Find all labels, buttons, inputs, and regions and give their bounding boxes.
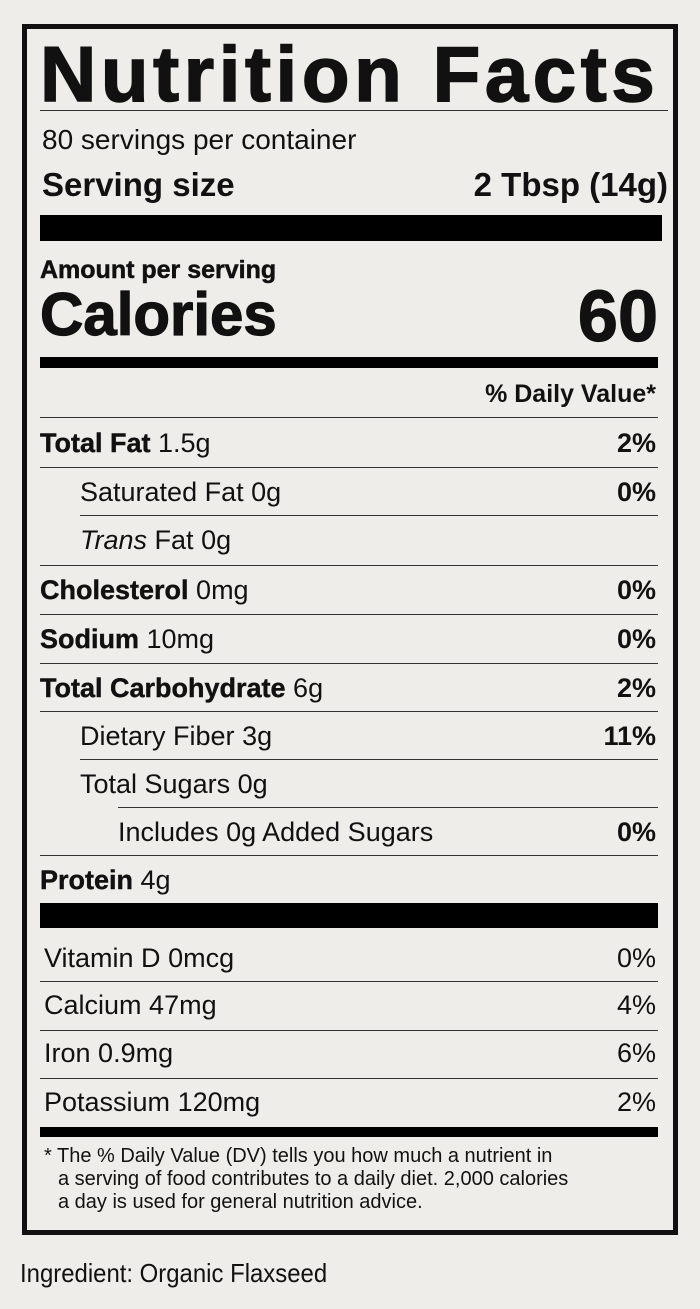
nutrient-amount: 4g [140, 865, 171, 895]
nutrient-name: Includes 0g Added Sugars [118, 817, 434, 847]
serving-size-label: Serving size [42, 166, 235, 203]
daily-value-footnote: * The % Daily Value (DV) tells you how m… [44, 1145, 664, 1214]
vitamin-dv: 2% [616, 1087, 656, 1117]
divider [118, 807, 658, 808]
nutrient-dv: 0% [616, 477, 656, 507]
nutrient-dv: 11% [603, 721, 656, 751]
divider [40, 855, 658, 856]
divider [80, 515, 658, 516]
serving-size-value: 2 Tbsp (14g) [473, 166, 668, 203]
vitamin-dv: 4% [616, 990, 656, 1020]
nutrient-name: Cholesterol [40, 575, 189, 605]
medium-divider [40, 1127, 658, 1137]
vitamin-row-vitamin-d: Vitamin D 0mcg 0% [0, 943, 700, 973]
divider [40, 711, 658, 712]
divider [40, 1078, 658, 1079]
nutrient-dv: 2% [616, 428, 656, 458]
divider [40, 417, 658, 418]
daily-value-header: % Daily Value* [485, 380, 656, 408]
nutrient-name: Sodium [40, 624, 139, 654]
nutrient-name: Total Carbohydrate [40, 673, 286, 703]
vitamin-row-calcium: Calcium 47mg 4% [0, 990, 700, 1020]
divider [80, 759, 658, 760]
thick-divider [40, 215, 662, 241]
calories-value: 60 [577, 276, 658, 357]
divider [40, 614, 658, 615]
medium-divider [40, 357, 658, 368]
vitamin-name: Calcium [44, 990, 142, 1020]
nutrient-name: Total Fat [40, 428, 151, 458]
divider [40, 110, 668, 111]
nutrient-row-total-sugars: Total Sugars 0g [0, 769, 700, 799]
divider [40, 467, 658, 468]
nutrient-row-dietary-fiber: Dietary Fiber 3g 11% [0, 721, 700, 751]
amount-per-serving: Amount per serving [40, 256, 277, 285]
nutrient-row-total-carbohydrate: Total Carbohydrate 6g 2% [0, 673, 700, 703]
divider [40, 565, 658, 566]
vitamin-amount: 0mcg [168, 943, 235, 973]
nutrient-amount: 1.5g [158, 428, 211, 458]
vitamin-dv: 0% [616, 943, 656, 973]
nutrient-row-total-fat: Total Fat 1.5g 2% [0, 428, 700, 458]
vitamin-row-iron: Iron 0.9mg 6% [0, 1038, 700, 1068]
nutrient-name-italic: Trans [80, 525, 148, 555]
nutrient-row-sodium: Sodium 10mg 0% [0, 624, 700, 654]
nutrient-name: Saturated Fat [80, 477, 244, 507]
nutrient-dv: 0% [616, 624, 656, 654]
vitamin-row-potassium: Potassium 120mg 2% [0, 1087, 700, 1117]
nutrient-row-cholesterol: Cholesterol 0mg 0% [0, 575, 700, 605]
nutrient-amount: 6g [293, 673, 324, 703]
nutrient-name: Dietary Fiber [80, 721, 235, 751]
nutrient-dv: 0% [616, 817, 656, 847]
vitamin-name: Vitamin D [44, 943, 161, 973]
nutrient-row-trans-fat: Trans Fat 0g [0, 525, 700, 555]
label-title: Nutrition Facts [39, 30, 660, 118]
nutrient-amount: 10mg [146, 624, 215, 654]
divider [40, 663, 658, 664]
vitamin-name: Iron [44, 1038, 91, 1068]
nutrient-name: Total Sugars [80, 769, 231, 799]
vitamin-dv: 6% [616, 1038, 656, 1068]
nutrient-row-saturated-fat: Saturated Fat 0g 0% [0, 477, 700, 507]
nutrient-amount: 0g [251, 477, 282, 507]
nutrition-label-border [22, 24, 678, 1235]
nutrient-amount: 0g [237, 769, 268, 799]
footnote-line: a serving of food contributes to a daily… [58, 1168, 569, 1190]
footnote-line: a day is used for general nutrition advi… [58, 1191, 423, 1213]
nutrient-amount: 0g [201, 525, 232, 555]
nutrient-row-protein: Protein 4g [0, 865, 700, 895]
vitamin-amount: 120mg [177, 1087, 261, 1117]
vitamin-amount: 0.9mg [98, 1038, 174, 1068]
nutrient-name: Fat [154, 525, 194, 555]
nutrient-dv: 0% [616, 575, 656, 605]
ingredients-text: Ingredient: Organic Flaxseed [20, 1258, 328, 1288]
nutrient-row-added-sugars: Includes 0g Added Sugars 0% [0, 817, 700, 847]
servings-per-container: 80 servings per container [42, 124, 357, 155]
vitamin-name: Potassium [44, 1087, 171, 1117]
divider [40, 1030, 658, 1031]
calories-label: Calories [39, 280, 277, 348]
nutrient-amount: 3g [242, 721, 273, 751]
divider [40, 981, 658, 982]
nutrient-name: Protein [40, 865, 134, 895]
footnote-line: * The % Daily Value (DV) tells you how m… [44, 1145, 553, 1167]
thick-divider [40, 903, 658, 928]
nutrient-amount: 0mg [196, 575, 249, 605]
nutrient-dv: 2% [616, 673, 656, 703]
vitamin-amount: 47mg [149, 990, 217, 1020]
